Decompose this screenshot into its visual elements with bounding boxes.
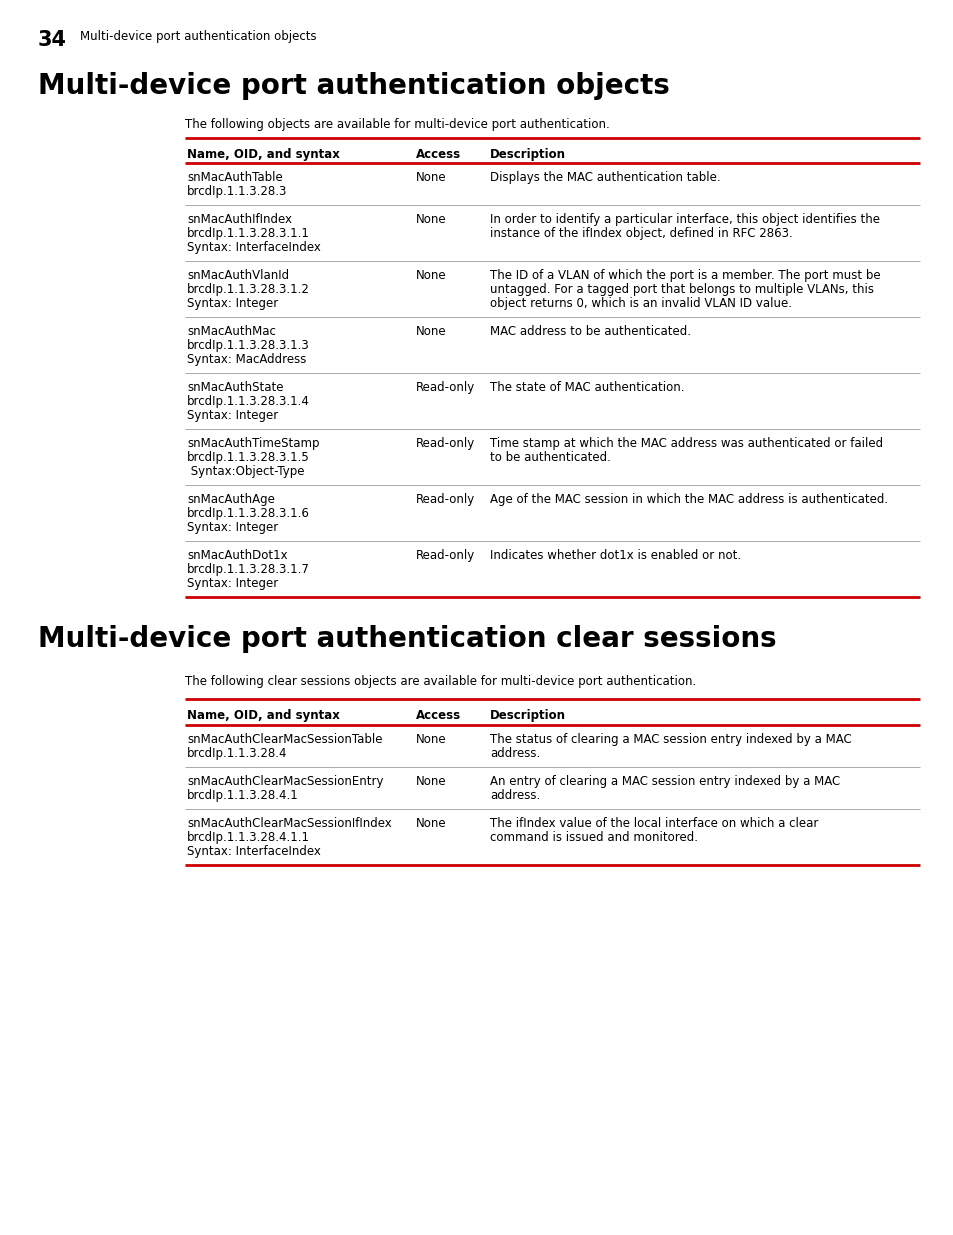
Text: None: None — [416, 170, 446, 184]
Text: None: None — [416, 269, 446, 282]
Text: brcdIp.1.1.3.28.3.1.6: brcdIp.1.1.3.28.3.1.6 — [187, 508, 310, 520]
Text: snMacAuthAge: snMacAuthAge — [187, 493, 274, 506]
Text: Read-only: Read-only — [416, 493, 475, 506]
Text: Indicates whether dot1x is enabled or not.: Indicates whether dot1x is enabled or no… — [490, 550, 740, 562]
Text: The ifIndex value of the local interface on which a clear: The ifIndex value of the local interface… — [490, 818, 818, 830]
Text: snMacAuthClearMacSessionEntry: snMacAuthClearMacSessionEntry — [187, 776, 383, 788]
Text: Syntax: Integer: Syntax: Integer — [187, 521, 278, 534]
Text: brcdIp.1.1.3.28.3.1.4: brcdIp.1.1.3.28.3.1.4 — [187, 395, 310, 408]
Text: brcdIp.1.1.3.28.4.1: brcdIp.1.1.3.28.4.1 — [187, 789, 298, 802]
Text: In order to identify a particular interface, this object identifies the: In order to identify a particular interf… — [490, 212, 879, 226]
Text: The following objects are available for multi-device port authentication.: The following objects are available for … — [185, 119, 609, 131]
Text: snMacAuthClearMacSessionTable: snMacAuthClearMacSessionTable — [187, 734, 382, 746]
Text: snMacAuthState: snMacAuthState — [187, 382, 283, 394]
Text: The status of clearing a MAC session entry indexed by a MAC: The status of clearing a MAC session ent… — [490, 734, 851, 746]
Text: Multi-device port authentication objects: Multi-device port authentication objects — [80, 30, 316, 43]
Text: None: None — [416, 212, 446, 226]
Text: Read-only: Read-only — [416, 437, 475, 450]
Text: Read-only: Read-only — [416, 550, 475, 562]
Text: snMacAuthIfIndex: snMacAuthIfIndex — [187, 212, 292, 226]
Text: brcdIp.1.1.3.28.3.1.1: brcdIp.1.1.3.28.3.1.1 — [187, 227, 310, 240]
Text: Read-only: Read-only — [416, 382, 475, 394]
Text: brcdIp.1.1.3.28.3.1.3: brcdIp.1.1.3.28.3.1.3 — [187, 338, 310, 352]
Text: None: None — [416, 776, 446, 788]
Text: to be authenticated.: to be authenticated. — [490, 451, 610, 464]
Text: Access: Access — [416, 709, 460, 722]
Text: Syntax: Integer: Syntax: Integer — [187, 577, 278, 590]
Text: Syntax:Object-Type: Syntax:Object-Type — [187, 466, 304, 478]
Text: object returns 0, which is an invalid VLAN ID value.: object returns 0, which is an invalid VL… — [490, 296, 791, 310]
Text: Name, OID, and syntax: Name, OID, and syntax — [187, 148, 339, 161]
Text: MAC address to be authenticated.: MAC address to be authenticated. — [490, 325, 690, 338]
Text: The state of MAC authentication.: The state of MAC authentication. — [490, 382, 684, 394]
Text: snMacAuthClearMacSessionIfIndex: snMacAuthClearMacSessionIfIndex — [187, 818, 392, 830]
Text: snMacAuthTable: snMacAuthTable — [187, 170, 282, 184]
Text: The ID of a VLAN of which the port is a member. The port must be: The ID of a VLAN of which the port is a … — [490, 269, 880, 282]
Text: Multi-device port authentication objects: Multi-device port authentication objects — [38, 72, 669, 100]
Text: snMacAuthVlanId: snMacAuthVlanId — [187, 269, 289, 282]
Text: Access: Access — [416, 148, 460, 161]
Text: An entry of clearing a MAC session entry indexed by a MAC: An entry of clearing a MAC session entry… — [490, 776, 840, 788]
Text: brcdIp.1.1.3.28.3.1.7: brcdIp.1.1.3.28.3.1.7 — [187, 563, 310, 576]
Text: command is issued and monitored.: command is issued and monitored. — [490, 831, 698, 844]
Text: brcdIp.1.1.3.28.3: brcdIp.1.1.3.28.3 — [187, 185, 287, 198]
Text: brcdIp.1.1.3.28.3.1.5: brcdIp.1.1.3.28.3.1.5 — [187, 451, 310, 464]
Text: Time stamp at which the MAC address was authenticated or failed: Time stamp at which the MAC address was … — [490, 437, 882, 450]
Text: brcdIp.1.1.3.28.3.1.2: brcdIp.1.1.3.28.3.1.2 — [187, 283, 310, 296]
Text: instance of the ifIndex object, defined in RFC 2863.: instance of the ifIndex object, defined … — [490, 227, 792, 240]
Text: snMacAuthTimeStamp: snMacAuthTimeStamp — [187, 437, 319, 450]
Text: untagged. For a tagged port that belongs to multiple VLANs, this: untagged. For a tagged port that belongs… — [490, 283, 873, 296]
Text: Age of the MAC session in which the MAC address is authenticated.: Age of the MAC session in which the MAC … — [490, 493, 887, 506]
Text: Syntax: InterfaceIndex: Syntax: InterfaceIndex — [187, 845, 320, 858]
Text: Syntax: Integer: Syntax: Integer — [187, 409, 278, 422]
Text: Syntax: MacAddress: Syntax: MacAddress — [187, 353, 306, 366]
Text: address.: address. — [490, 789, 539, 802]
Text: None: None — [416, 325, 446, 338]
Text: brcdIp.1.1.3.28.4: brcdIp.1.1.3.28.4 — [187, 747, 287, 760]
Text: None: None — [416, 818, 446, 830]
Text: Syntax: Integer: Syntax: Integer — [187, 296, 278, 310]
Text: None: None — [416, 734, 446, 746]
Text: brcdIp.1.1.3.28.4.1.1: brcdIp.1.1.3.28.4.1.1 — [187, 831, 310, 844]
Text: address.: address. — [490, 747, 539, 760]
Text: Description: Description — [490, 709, 565, 722]
Text: The following clear sessions objects are available for multi-device port authent: The following clear sessions objects are… — [185, 676, 696, 688]
Text: snMacAuthDot1x: snMacAuthDot1x — [187, 550, 287, 562]
Text: Displays the MAC authentication table.: Displays the MAC authentication table. — [490, 170, 720, 184]
Text: 34: 34 — [38, 30, 67, 49]
Text: snMacAuthMac: snMacAuthMac — [187, 325, 275, 338]
Text: Name, OID, and syntax: Name, OID, and syntax — [187, 709, 339, 722]
Text: Multi-device port authentication clear sessions: Multi-device port authentication clear s… — [38, 625, 776, 653]
Text: Syntax: InterfaceIndex: Syntax: InterfaceIndex — [187, 241, 320, 254]
Text: Description: Description — [490, 148, 565, 161]
